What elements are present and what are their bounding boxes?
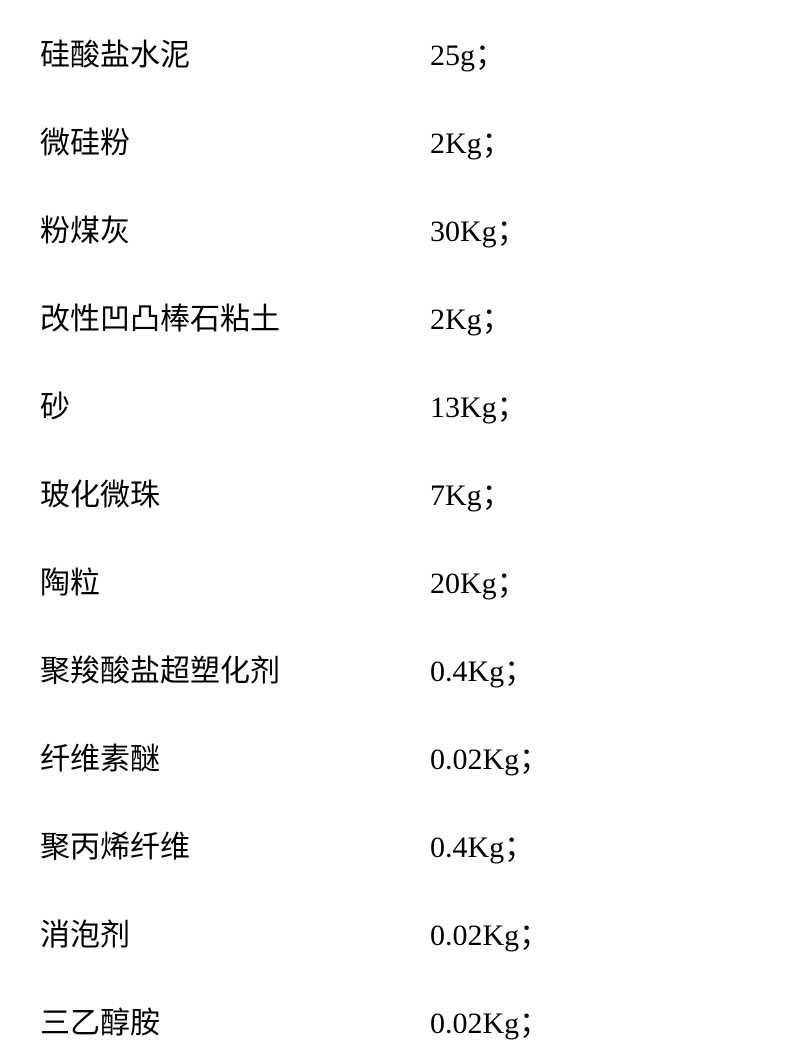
ingredient-label: 砂	[40, 382, 430, 426]
table-row: 聚羧酸盐超塑化剂0.4Kg；	[40, 646, 762, 690]
ingredient-label: 粉煤灰	[40, 206, 430, 250]
table-row: 粉煤灰30Kg；	[40, 206, 762, 250]
table-row: 玻化微珠7Kg；	[40, 470, 762, 514]
ingredient-value: 25g；	[430, 30, 762, 74]
ingredient-label: 玻化微珠	[40, 470, 430, 514]
table-row: 砂13Kg；	[40, 382, 762, 426]
ingredient-label: 陶粒	[40, 558, 430, 602]
ingredients-table: 硅酸盐水泥25g；微硅粉2Kg；粉煤灰30Kg；改性凹凸棒石粘土2Kg；砂13K…	[40, 30, 762, 1042]
ingredient-label: 消泡剂	[40, 910, 430, 954]
ingredient-value: 0.02Kg；	[430, 910, 762, 954]
ingredient-value: 0.02Kg；	[430, 734, 762, 778]
ingredient-label: 聚丙烯纤维	[40, 822, 430, 866]
ingredient-value: 30Kg；	[430, 206, 762, 250]
ingredient-label: 改性凹凸棒石粘土	[40, 294, 430, 338]
table-row: 三乙醇胺0.02Kg；	[40, 998, 762, 1042]
table-row: 纤维素醚0.02Kg；	[40, 734, 762, 778]
table-row: 聚丙烯纤维0.4Kg；	[40, 822, 762, 866]
ingredient-label: 硅酸盐水泥	[40, 30, 430, 74]
ingredient-value: 13Kg；	[430, 382, 762, 426]
ingredient-label: 微硅粉	[40, 118, 430, 162]
ingredient-value: 20Kg；	[430, 558, 762, 602]
table-row: 硅酸盐水泥25g；	[40, 30, 762, 74]
ingredient-value: 7Kg；	[430, 470, 762, 514]
ingredient-value: 2Kg；	[430, 118, 762, 162]
ingredient-label: 三乙醇胺	[40, 998, 430, 1042]
table-row: 改性凹凸棒石粘土2Kg；	[40, 294, 762, 338]
ingredient-value: 0.4Kg；	[430, 822, 762, 866]
ingredient-value: 2Kg；	[430, 294, 762, 338]
ingredient-label: 纤维素醚	[40, 734, 430, 778]
ingredient-value: 0.02Kg；	[430, 998, 762, 1042]
table-row: 消泡剂0.02Kg；	[40, 910, 762, 954]
table-row: 微硅粉2Kg；	[40, 118, 762, 162]
ingredient-label: 聚羧酸盐超塑化剂	[40, 646, 430, 690]
table-row: 陶粒20Kg；	[40, 558, 762, 602]
ingredient-value: 0.4Kg；	[430, 646, 762, 690]
